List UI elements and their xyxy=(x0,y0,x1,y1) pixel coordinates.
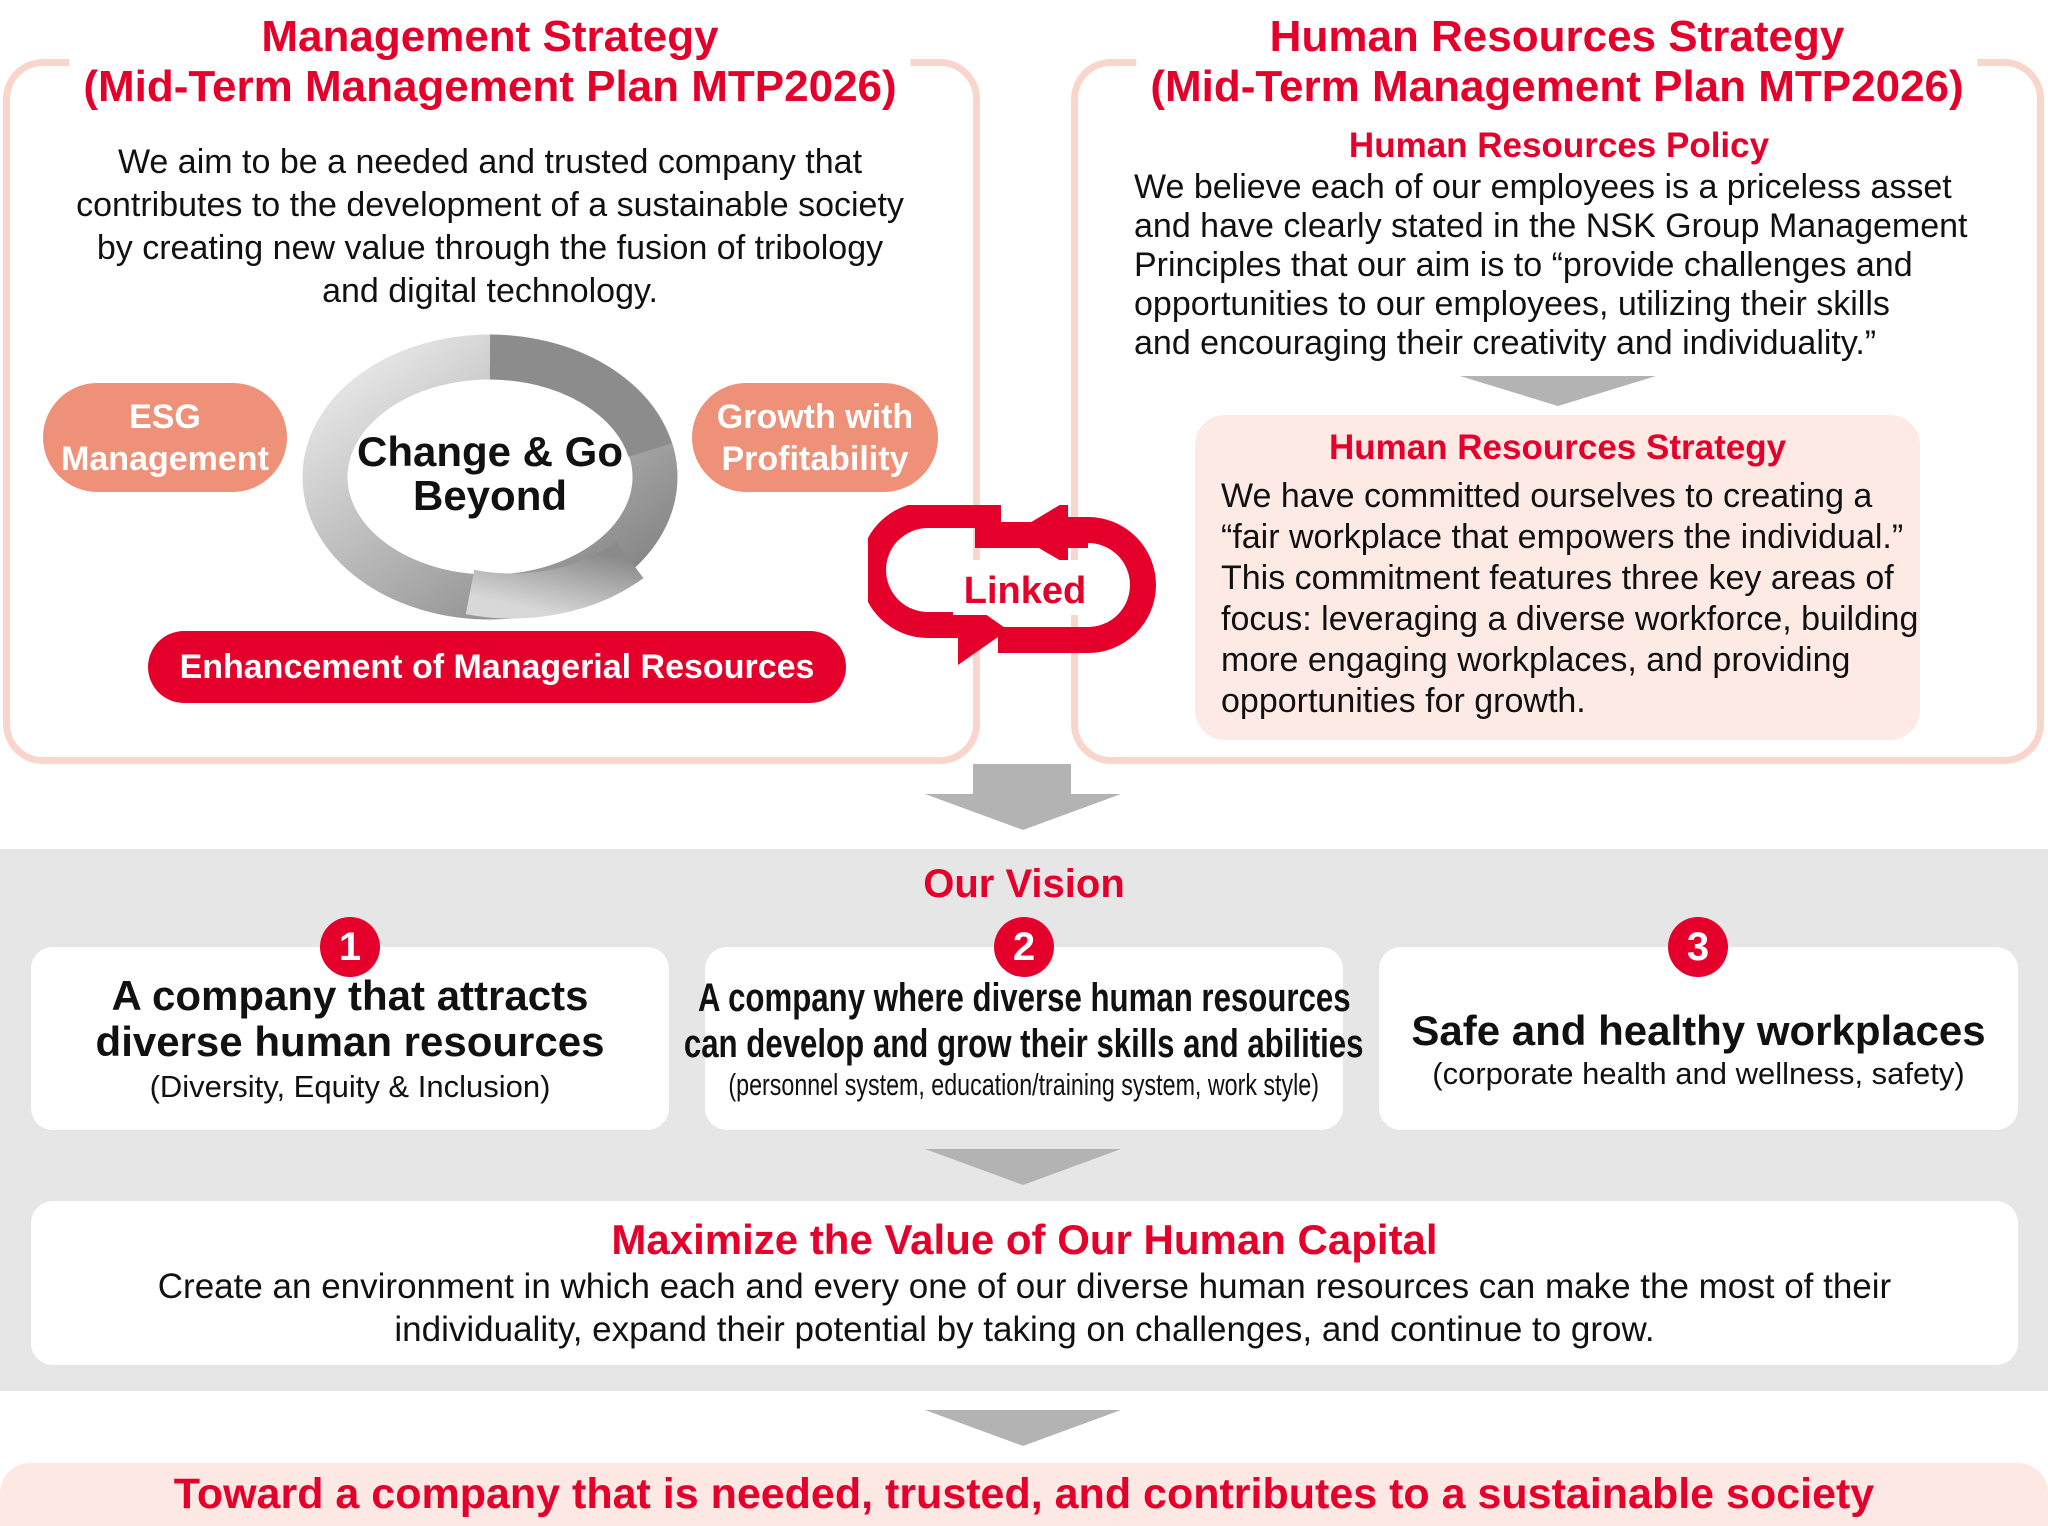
text-line: and have clearly stated in the NSK Group… xyxy=(1134,207,1968,245)
hr-strategy-box xyxy=(1195,415,1920,740)
down-arrow-icon xyxy=(1460,376,1656,406)
text-line: Growth with xyxy=(716,397,914,436)
hr-strategy-text: We have committed ourselves to creating … xyxy=(1221,476,1918,722)
card-heading: A company that attracts xyxy=(111,971,589,1019)
hr-policy-title: Human Resources Policy xyxy=(1348,126,1770,165)
linked-label: Linked xyxy=(963,570,1087,612)
text-line: Principles that our aim is to “provide c… xyxy=(1134,246,1913,284)
goal-banner: Toward a company that is needed, trusted… xyxy=(0,1463,2048,1526)
text-line: contributes to the development of a sust… xyxy=(76,186,904,224)
number-badge-3: 3 xyxy=(1668,917,1728,977)
text-line: We have committed ourselves to creating … xyxy=(1221,477,1873,515)
title-line: (Mid-Term Management Plan MTP2026) xyxy=(83,62,897,111)
title-line: Human Resources Strategy xyxy=(1269,12,1845,61)
management-description: We aim to be a needed and trusted compan… xyxy=(30,141,950,313)
text-line: We aim to be a needed and trusted compan… xyxy=(117,143,863,181)
text-line: Beyond xyxy=(412,472,567,519)
vision-card-1: A company that attracts diverse human re… xyxy=(31,947,669,1130)
down-arrow-icon xyxy=(925,1410,1121,1446)
management-strategy-title: Management Strategy (Mid-Term Management… xyxy=(69,12,911,112)
enhancement-managerial-resources-pill: Enhancement of Managerial Resources xyxy=(148,631,846,703)
vision-card-3: Safe and healthy workplaces (corporate h… xyxy=(1379,947,2018,1130)
card-heading: Safe and healthy workplaces xyxy=(1411,1006,1986,1054)
card-subtext: (personnel system, education/training sy… xyxy=(728,1066,1320,1102)
text-line: opportunities to our employees, utilizin… xyxy=(1134,285,1890,323)
vision-card-2: A company where diverse human resources … xyxy=(684,947,1364,1130)
card-heading: diverse human resources xyxy=(95,1017,605,1065)
text-line: individuality, expand their potential by… xyxy=(394,1310,1655,1349)
esg-management-pill: ESG Management xyxy=(43,383,287,492)
card-heading: can develop and grow their skills and ab… xyxy=(684,1021,1364,1066)
text-line: ESG xyxy=(129,397,201,436)
text-line: by creating new value through the fusion… xyxy=(96,229,884,267)
arrow-stem xyxy=(973,764,1071,796)
number-badge-1: 1 xyxy=(320,917,380,977)
card-subtext: (corporate health and wellness, safety) xyxy=(1432,1055,1965,1091)
text-line: more engaging workplaces, and providing xyxy=(1221,641,1851,679)
change-go-beyond-label: Change & Go Beyond xyxy=(340,430,640,518)
linked-arrows-icon xyxy=(868,505,1156,665)
text-line: This commitment features three key areas… xyxy=(1221,559,1894,597)
growth-profitability-pill: Growth with Profitability xyxy=(692,383,938,492)
text-line: and digital technology. xyxy=(322,272,658,310)
text-line: Change & Go xyxy=(356,428,623,475)
title-line: (Mid-Term Management Plan MTP2026) xyxy=(1150,62,1964,111)
text-line: opportunities for growth. xyxy=(1221,682,1586,720)
our-vision-title: Our Vision xyxy=(923,862,1125,906)
human-capital-box: Maximize the Value of Our Human Capital … xyxy=(31,1201,2018,1365)
down-arrow-icon xyxy=(925,1149,1121,1185)
text-line: Profitability xyxy=(721,439,909,478)
text-line: and encouraging their creativity and ind… xyxy=(1134,324,1877,362)
text-line: Create an environment in which each and … xyxy=(157,1267,1892,1306)
card-subtext: (Diversity, Equity & Inclusion) xyxy=(149,1068,551,1104)
down-arrow-icon xyxy=(925,794,1121,830)
text-line: focus: leveraging a diverse workforce, b… xyxy=(1221,600,1919,638)
text-line: Management xyxy=(61,439,269,478)
number-badge-2: 2 xyxy=(994,917,1054,977)
title-line: Management Strategy xyxy=(261,12,719,61)
card-heading: A company where diverse human resources xyxy=(697,975,1351,1020)
text-line: We believe each of our employees is a pr… xyxy=(1134,168,1952,206)
hr-policy-text: We believe each of our employees is a pr… xyxy=(1134,168,1967,363)
hr-strategy-title: Human Resources Strategy (Mid-Term Manag… xyxy=(1136,12,1978,112)
human-capital-title: Maximize the Value of Our Human Capital xyxy=(611,1216,1438,1263)
hr-strategy-box-title: Human Resources Strategy xyxy=(1328,428,1787,467)
cycle-arrows-icon xyxy=(302,334,678,620)
text-line: “fair workplace that empowers the indivi… xyxy=(1221,518,1904,556)
